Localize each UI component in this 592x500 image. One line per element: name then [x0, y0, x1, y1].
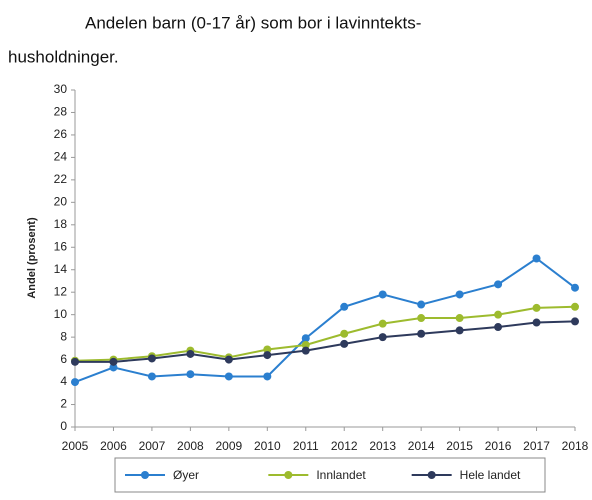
data-point	[186, 370, 195, 379]
y-tick-label: 30	[54, 82, 68, 96]
x-tick-label: 2007	[139, 439, 166, 453]
data-point	[571, 302, 579, 311]
data-point	[532, 318, 541, 327]
data-point	[301, 346, 310, 355]
x-tick-label: 2012	[331, 439, 358, 453]
data-point	[494, 323, 503, 332]
data-point	[301, 340, 310, 349]
y-tick-label: 22	[54, 172, 68, 186]
data-point	[494, 280, 503, 289]
x-tick-label: 2009	[215, 439, 242, 453]
y-tick-label: 8	[60, 329, 67, 343]
data-point	[494, 310, 503, 319]
x-tick-label: 2013	[369, 439, 396, 453]
data-point	[417, 300, 426, 309]
series-line	[75, 320, 576, 363]
data-point	[186, 349, 195, 358]
data-point	[263, 345, 272, 354]
series-line	[74, 257, 576, 384]
y-axis-label: Andel (prosent)	[26, 217, 38, 299]
y-tick-label: 14	[54, 262, 68, 276]
data-point	[378, 319, 387, 328]
y-tick-label: 18	[54, 217, 68, 231]
x-tick-label: 2018	[562, 439, 589, 453]
y-tick-label: 4	[60, 374, 67, 388]
y-tick-label: 10	[54, 307, 68, 321]
data-point	[455, 326, 464, 335]
data-point	[263, 372, 272, 381]
x-tick-label: 2016	[485, 439, 512, 453]
data-point	[71, 378, 79, 387]
data-point	[455, 290, 464, 299]
y-tick-label: 26	[54, 127, 68, 141]
y-tick-label: 28	[54, 105, 68, 119]
data-point	[378, 333, 387, 342]
data-point	[224, 372, 233, 381]
data-point	[147, 354, 156, 363]
legend-label: Øyer	[173, 468, 199, 482]
y-tick-label: 2	[60, 397, 67, 411]
legend-label: Hele landet	[460, 468, 521, 482]
x-tick-label: 2014	[408, 439, 435, 453]
legend-box	[114, 457, 546, 493]
data-point	[571, 317, 579, 326]
legend-marker	[427, 471, 436, 479]
data-point	[301, 334, 310, 343]
y-tick-label: 16	[54, 239, 68, 253]
chart-title: husholdninger.	[8, 47, 119, 66]
data-point	[340, 339, 349, 348]
y-tick-label: 24	[54, 150, 68, 164]
y-tick-label: 20	[54, 195, 68, 209]
series-line	[74, 305, 576, 362]
data-point	[109, 357, 118, 366]
y-tick-label: 12	[54, 284, 68, 298]
legend-marker	[141, 471, 149, 479]
data-point	[224, 355, 233, 364]
data-point	[147, 372, 156, 381]
data-point	[263, 351, 272, 360]
data-point	[71, 357, 79, 366]
x-tick-label: 2006	[100, 439, 127, 453]
x-tick-label: 2017	[523, 439, 550, 453]
y-tick-label: 0	[60, 419, 67, 433]
data-point	[455, 314, 464, 323]
x-tick-label: 2005	[62, 439, 89, 453]
data-point	[417, 314, 426, 323]
data-point	[378, 290, 387, 299]
data-point	[532, 254, 541, 263]
legend-marker	[284, 471, 293, 479]
y-tick-label: 6	[60, 352, 67, 366]
x-tick-label: 2011	[293, 439, 319, 453]
chart-title: Andelen barn (0-17 år) som bor i lavinnt…	[85, 13, 421, 32]
legend-label: Innlandet	[316, 468, 366, 482]
data-point	[340, 329, 349, 338]
data-point	[571, 283, 579, 292]
data-point	[532, 303, 541, 312]
x-tick-label: 2015	[446, 439, 473, 453]
x-tick-label: 2008	[177, 439, 204, 453]
data-point	[417, 329, 426, 338]
data-point	[340, 302, 349, 311]
x-tick-label: 2010	[254, 439, 281, 453]
data-point	[109, 363, 118, 372]
